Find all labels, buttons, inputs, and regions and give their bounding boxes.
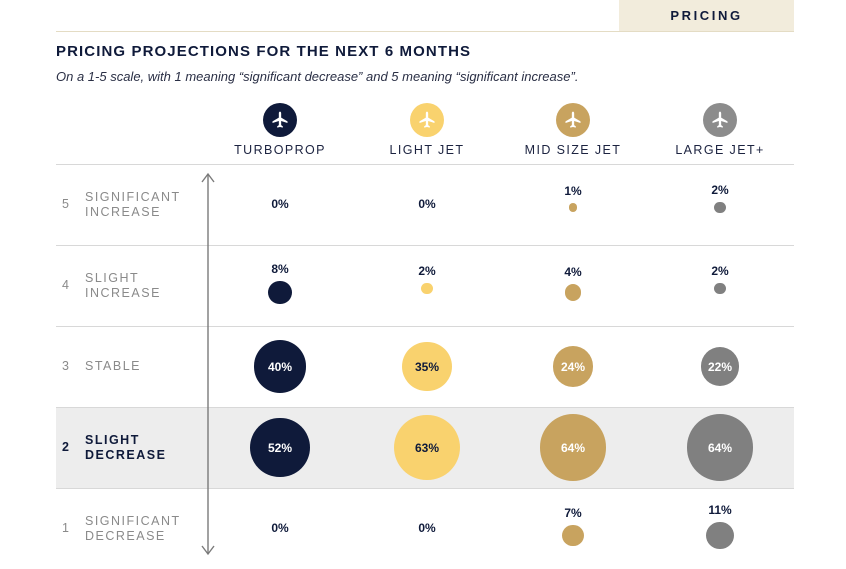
value-label: 7% — [564, 505, 582, 520]
mid-size-jet-plane-icon — [556, 103, 590, 137]
row-number: 4 — [62, 277, 69, 292]
value-label: 35% — [414, 359, 440, 374]
row-number: 2 — [62, 439, 69, 454]
value-label: 52% — [267, 440, 293, 455]
vertical-scale-arrow — [201, 172, 215, 556]
bubble — [564, 284, 582, 301]
row-divider — [56, 407, 794, 408]
value-label: 0% — [418, 520, 436, 535]
row-label: SIGNIFICANT DECREASE — [85, 513, 181, 543]
bubble — [552, 346, 594, 387]
column-label: MID SIZE JET — [524, 143, 622, 157]
row-divider — [56, 164, 794, 165]
bubble — [706, 521, 734, 550]
row-number: 3 — [62, 358, 69, 373]
row-label: SIGNIFICANT INCREASE — [85, 189, 181, 219]
value-label: 0% — [271, 520, 289, 535]
value-label: 0% — [271, 196, 289, 211]
row-number: 1 — [62, 520, 69, 535]
row-number: 5 — [62, 196, 69, 211]
value-label: 64% — [560, 440, 586, 455]
light-jet-plane-icon — [410, 103, 444, 137]
chart-subtitle: On a 1-5 scale, with 1 meaning “signific… — [56, 69, 579, 84]
bubble — [402, 341, 452, 392]
section-tab: PRICING — [619, 0, 794, 31]
row-label: SLIGHT INCREASE — [85, 270, 161, 300]
value-label: 64% — [707, 440, 733, 455]
value-label: 63% — [414, 440, 440, 455]
row-label: SLIGHT DECREASE — [85, 432, 167, 462]
turboprop-plane-icon — [263, 103, 297, 137]
row-divider — [56, 245, 794, 246]
value-label: 8% — [271, 261, 289, 276]
value-label: 11% — [708, 502, 732, 517]
value-label: 22% — [707, 359, 733, 374]
bubble — [253, 340, 307, 393]
column-label: LARGE JET+ — [675, 143, 765, 157]
value-label: 24% — [560, 359, 586, 374]
value-label: 4% — [564, 265, 582, 280]
value-label: 0% — [418, 196, 436, 211]
value-label: 40% — [267, 359, 293, 374]
bubble — [714, 201, 726, 214]
column-label: TURBOPROP — [234, 143, 326, 157]
chart-title: PRICING PROJECTIONS FOR THE NEXT 6 MONTH… — [56, 43, 472, 60]
bubble — [250, 417, 310, 478]
value-label: 1% — [564, 184, 582, 199]
bubble — [700, 347, 740, 386]
value-label: 2% — [711, 263, 729, 278]
bubble — [714, 282, 726, 295]
section-tab-label: PRICING — [670, 8, 743, 23]
value-label: 2% — [418, 263, 436, 278]
row-label: STABLE — [85, 359, 142, 373]
bubble — [421, 282, 433, 295]
value-label: 2% — [711, 182, 729, 197]
bubble — [562, 524, 584, 547]
header-rule — [56, 31, 794, 32]
bubble — [568, 203, 578, 212]
large-jet-plane-icon — [703, 103, 737, 137]
bubble — [686, 414, 754, 481]
bubble — [268, 280, 292, 305]
bubble — [394, 414, 460, 481]
column-label: LIGHT JET — [389, 143, 465, 157]
row-divider — [56, 488, 794, 489]
row-divider — [56, 326, 794, 327]
bubble — [539, 414, 607, 481]
